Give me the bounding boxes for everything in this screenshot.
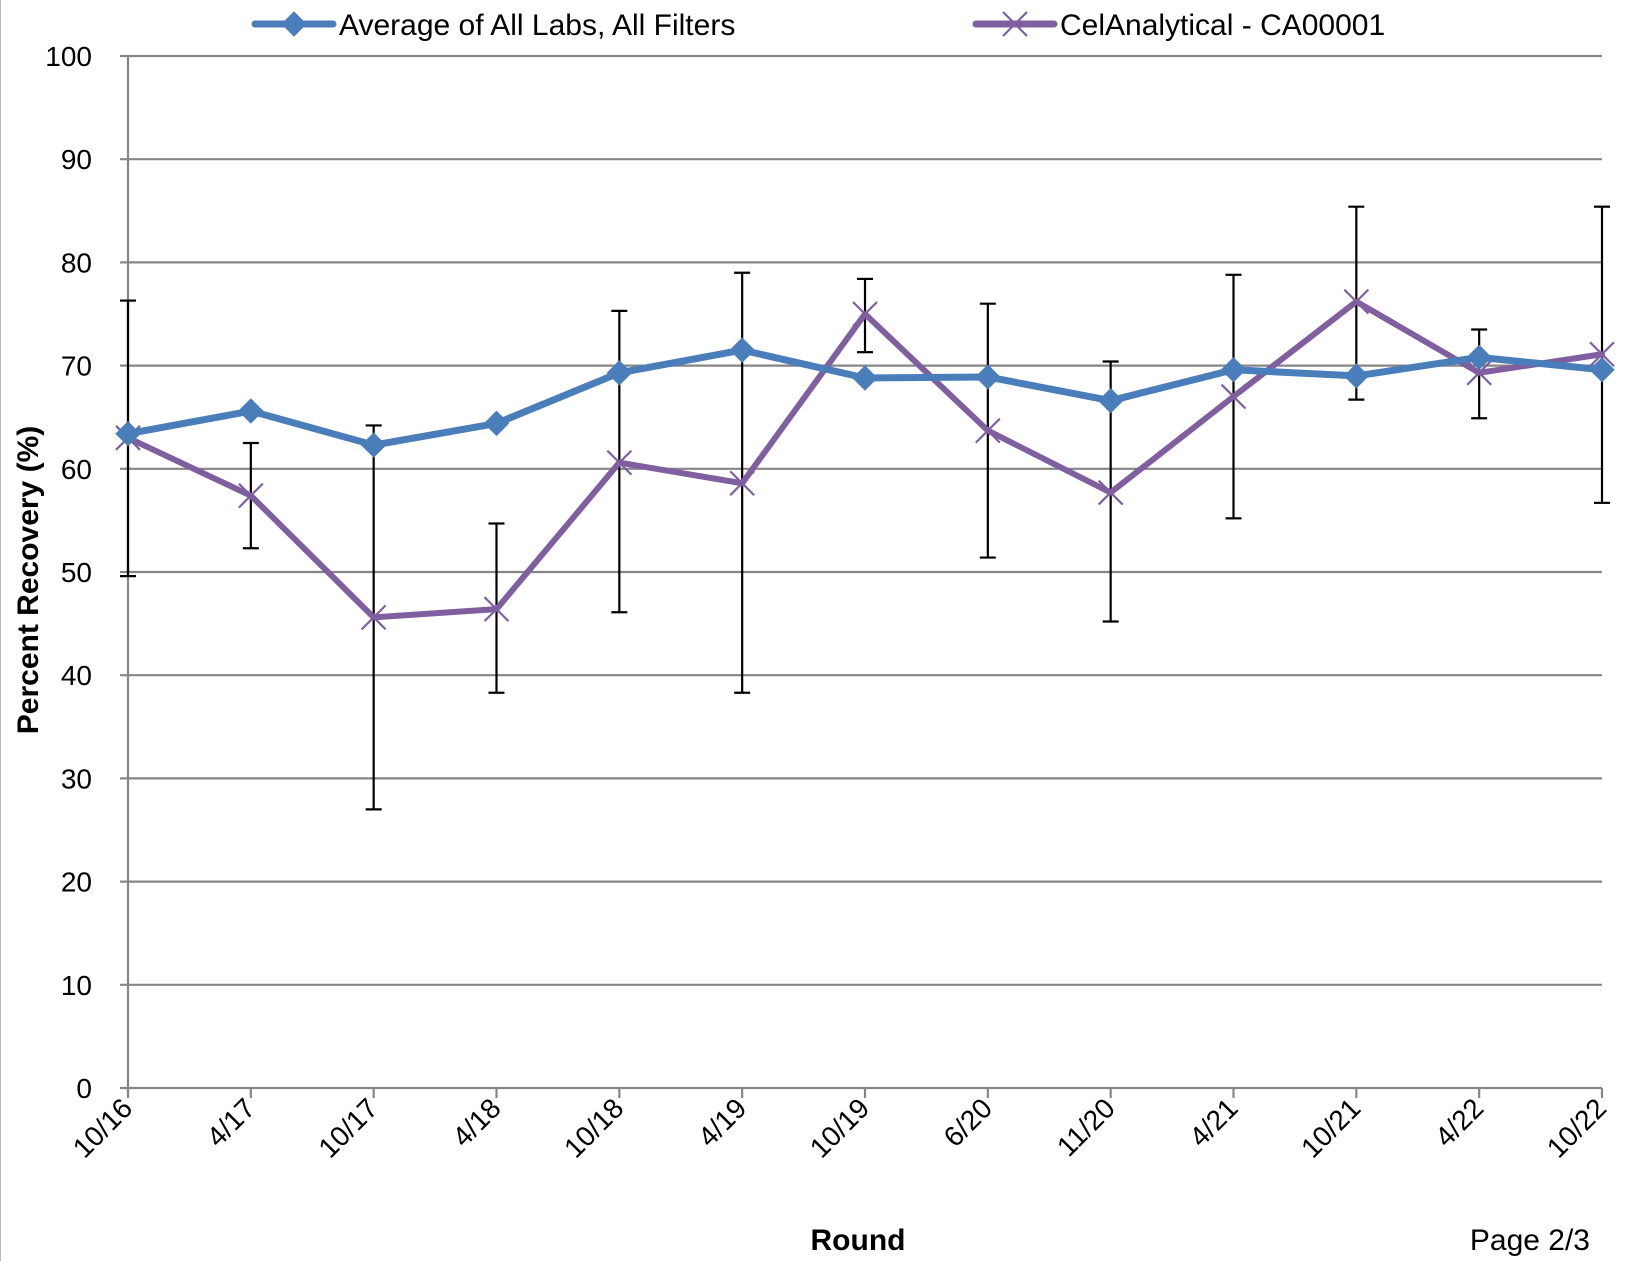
legend-item-1: CelAnalytical - CA00001 <box>972 9 1385 42</box>
series-0 <box>115 337 1615 458</box>
point-1-2 <box>360 604 387 631</box>
point-1-6 <box>852 301 878 327</box>
x-tick-label-2: 10/17 <box>312 1092 383 1163</box>
point-1-10-stroke-b <box>1343 288 1370 315</box>
point-0-12 <box>1589 357 1615 383</box>
y-tick-label-50: 50 <box>61 557 92 588</box>
point-1-7 <box>975 417 1001 444</box>
x-tick-label-5: 4/19 <box>692 1092 752 1152</box>
x-axis-title: Round <box>811 1224 906 1257</box>
legend-marker-1-stroke-b <box>1002 11 1028 37</box>
point-1-10 <box>1343 288 1370 315</box>
series-layer <box>115 288 1615 631</box>
series-1 <box>115 288 1615 631</box>
y-tick-label-90: 90 <box>61 144 92 175</box>
point-1-4 <box>606 449 633 476</box>
y-tick-label-20: 20 <box>61 867 92 898</box>
legend-item-0: Average of All Labs, All Filters <box>251 9 735 42</box>
x-tick-label-10: 10/21 <box>1295 1092 1366 1163</box>
y-tick-label-100: 100 <box>45 41 92 72</box>
point-0-9 <box>1220 357 1247 383</box>
point-1-7-stroke-b <box>975 417 1001 444</box>
series-line-0 <box>124 346 1606 449</box>
point-0-4 <box>606 360 633 386</box>
point-1-6-stroke-b <box>852 301 878 327</box>
point-0-7 <box>975 364 1001 390</box>
x-tick-label-8: 11/20 <box>1051 1092 1121 1162</box>
gridlines <box>128 54 1602 986</box>
x-tick-label-12: 10/22 <box>1541 1092 1612 1163</box>
point-1-12 <box>1589 341 1615 368</box>
y-tick-label-40: 40 <box>61 660 92 691</box>
legend-label-0: Average of All Labs, All Filters <box>339 9 735 42</box>
point-1-11-stroke-b <box>1466 360 1492 386</box>
legend-marker-1 <box>1002 11 1028 37</box>
point-1-12-stroke-b <box>1589 341 1615 368</box>
point-1-11 <box>1466 360 1492 386</box>
x-tick-label-3: 4/18 <box>446 1092 506 1152</box>
y-tick-label-10: 10 <box>61 970 92 1001</box>
x-tick-label-11: 4/22 <box>1429 1092 1489 1152</box>
x-tick-label-1: 4/17 <box>201 1092 261 1152</box>
y-tick-label-80: 80 <box>61 247 92 278</box>
point-1-2-stroke-b <box>360 604 387 631</box>
point-0-10 <box>1343 363 1370 389</box>
y-axis-ticks: 0 10 20 30 40 50 60 70 80 90 100 <box>45 41 128 1104</box>
point-0-11 <box>1466 344 1492 371</box>
point-0-3 <box>483 410 510 437</box>
point-0-1 <box>238 398 264 424</box>
legend: Average of All Labs, All Filters CelAnaly… <box>251 9 1385 42</box>
page-label: Page 2/3 <box>1470 1224 1590 1257</box>
x-tick-label-4: 10/18 <box>558 1092 629 1163</box>
point-1-3-stroke-b <box>483 596 510 622</box>
legend-label-1: CelAnalytical - CA00001 <box>1060 9 1385 42</box>
point-0-5 <box>729 337 755 363</box>
y-tick-label-60: 60 <box>61 454 92 485</box>
point-0-8 <box>1097 387 1124 414</box>
y-axis-title: Percent Recovery (%) <box>12 426 45 734</box>
y-tick-label-30: 30 <box>61 763 92 794</box>
point-1-5-stroke-b <box>729 470 755 497</box>
point-1-1 <box>238 482 264 509</box>
point-1-5 <box>729 470 755 497</box>
x-axis-ticks: 10/16 4/17 10/17 4/18 10/18 4/19 10/19 6/20 11/2… <box>67 1088 1612 1164</box>
x-tick-label-7: 6/20 <box>938 1092 998 1152</box>
y-tick-label-70: 70 <box>61 351 92 382</box>
x-tick-label-9: 4/21 <box>1183 1092 1243 1152</box>
point-1-9-stroke-b <box>1220 383 1247 410</box>
legend-marker-0 <box>281 11 307 37</box>
axes <box>126 56 1602 1096</box>
point-0-6 <box>852 365 878 391</box>
left-border-line <box>0 0 1 1261</box>
y-tick-label-0: 0 <box>76 1073 92 1104</box>
point-0-0 <box>115 421 141 447</box>
point-1-8 <box>1097 479 1124 506</box>
point-0-2 <box>360 432 387 458</box>
point-1-8-stroke-b <box>1097 479 1124 506</box>
point-1-1-stroke-b <box>238 482 264 509</box>
x-tick-label-6: 10/19 <box>804 1092 875 1163</box>
point-1-3 <box>483 596 510 622</box>
point-1-4-stroke-b <box>606 449 633 476</box>
point-1-9 <box>1220 383 1247 410</box>
error-bars <box>120 205 1610 811</box>
